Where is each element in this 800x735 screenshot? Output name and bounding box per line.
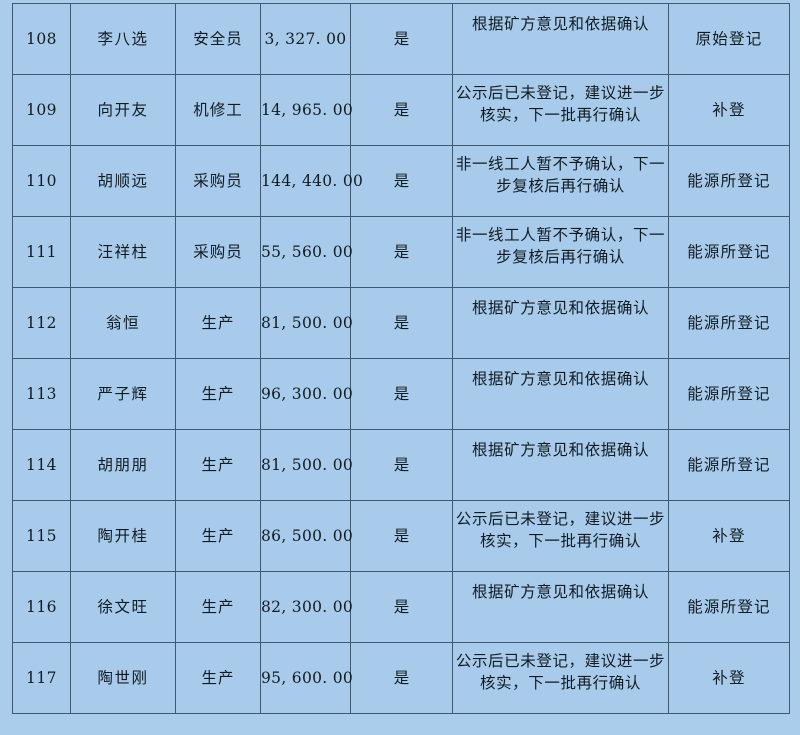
cell-confirmed-flag: 是 xyxy=(350,145,453,217)
cell-confirmed-flag: 是 xyxy=(350,642,453,714)
table-row: 113 严子辉 生产 96, 300. 00 是根据矿方意见和依据确认 能源所登记 xyxy=(12,358,790,430)
cell-amount: 95, 600. 00 xyxy=(260,642,353,714)
cell-person-name: 徐文旺 xyxy=(70,571,176,643)
cell-remark: 根据矿方意见和依据确认 xyxy=(452,287,669,359)
cell-registration-status: 能源所登记 xyxy=(668,216,790,288)
cell-remark: 根据矿方意见和依据确认 xyxy=(452,358,669,430)
cell-confirmed-flag: 是 xyxy=(350,216,453,288)
cell-registration-status: 能源所登记 xyxy=(668,571,790,643)
cell-confirmed-flag: 是 xyxy=(350,358,453,430)
cell-amount: 81, 500. 00 xyxy=(260,287,353,359)
cell-amount: 14, 965. 00 xyxy=(260,74,353,146)
cell-job-type: 生产 xyxy=(175,358,261,430)
cell-sequence-number: 108 xyxy=(12,3,71,75)
cell-job-type: 安全员 xyxy=(175,3,261,75)
cell-person-name: 陶世刚 xyxy=(70,642,176,714)
cell-remark: 非一线工人暂不予确认，下一步复核后再行确认 xyxy=(452,216,669,288)
cell-sequence-number: 117 xyxy=(12,642,71,714)
table-row: 110 胡顺远 采购员 144, 440. 00 是非一线工人暂不予确认，下一步复核后再… xyxy=(12,145,790,217)
cell-remark: 非一线工人暂不予确认，下一步复核后再行确认 xyxy=(452,145,669,217)
cell-registration-status: 能源所登记 xyxy=(668,145,790,217)
cell-amount: 55, 560. 00 xyxy=(260,216,353,288)
cell-registration-status: 原始登记 xyxy=(668,3,790,75)
table-row: 116 徐文旺 生产 82, 300. 00 是根据矿方意见和依据确认 能源所登记 xyxy=(12,571,790,643)
cell-person-name: 胡顺远 xyxy=(70,145,176,217)
cell-remark: 公示后已未登记，建议进一步核实，下一批再行确认 xyxy=(452,74,669,146)
cell-amount: 82, 300. 00 xyxy=(260,571,353,643)
cell-registration-status: 能源所登记 xyxy=(668,429,790,501)
cell-remark: 根据矿方意见和依据确认 xyxy=(452,429,669,501)
cell-sequence-number: 112 xyxy=(12,287,71,359)
cell-sequence-number: 110 xyxy=(12,145,71,217)
cell-job-type: 采购员 xyxy=(175,216,261,288)
cell-job-type: 生产 xyxy=(175,429,261,501)
cell-job-type: 生产 xyxy=(175,500,261,572)
cell-amount: 144, 440. 00 xyxy=(260,145,363,217)
cell-confirmed-flag: 是 xyxy=(350,74,453,146)
cell-sequence-number: 114 xyxy=(12,429,71,501)
cell-confirmed-flag: 是 xyxy=(350,571,453,643)
cell-person-name: 胡朋朋 xyxy=(70,429,176,501)
table-row: 114 胡朋朋 生产 81, 500. 00 是根据矿方意见和依据确认 能源所登记 xyxy=(12,429,790,501)
cell-person-name: 李八选 xyxy=(70,3,176,75)
cell-amount: 86, 500. 00 xyxy=(260,500,353,572)
cell-sequence-number: 109 xyxy=(12,74,71,146)
cell-registration-status: 能源所登记 xyxy=(668,358,790,430)
cell-remark: 根据矿方意见和依据确认 xyxy=(452,571,669,643)
cell-registration-status: 补登 xyxy=(668,642,790,714)
table-row: 111 汪祥柱 采购员 55, 560. 00 是非一线工人暂不予确认，下一步复核后再行… xyxy=(12,216,790,288)
cell-job-type: 生产 xyxy=(175,571,261,643)
cell-confirmed-flag: 是 xyxy=(350,287,453,359)
table-row: 112 翁恒 生产 81, 500. 00 是根据矿方意见和依据确认 能源所登记 xyxy=(12,287,790,359)
cell-registration-status: 能源所登记 xyxy=(668,287,790,359)
cell-job-type: 采购员 xyxy=(175,145,261,217)
cell-sequence-number: 116 xyxy=(12,571,71,643)
cell-registration-status: 补登 xyxy=(668,500,790,572)
table-body: 108 李八选 安全员 3, 327. 00 是根据矿方意见和依据确认 原始登记 109 向开… xyxy=(12,3,790,714)
cell-person-name: 向开友 xyxy=(70,74,176,146)
table-row: 117 陶世刚 生产 95, 600. 00 是公示后已未登记，建议进一步核实，下一批再… xyxy=(12,642,790,714)
table-row: 109 向开友 机修工 14, 965. 00 是公示后已未登记，建议进一步核实，下一批… xyxy=(12,74,790,146)
cell-amount: 81, 500. 00 xyxy=(260,429,353,501)
cell-sequence-number: 115 xyxy=(12,500,71,572)
cell-confirmed-flag: 是 xyxy=(350,3,453,75)
cell-amount: 3, 327. 00 xyxy=(260,3,351,75)
cell-remark: 根据矿方意见和依据确认 xyxy=(452,3,669,75)
cell-confirmed-flag: 是 xyxy=(350,429,453,501)
cell-amount: 96, 300. 00 xyxy=(260,358,353,430)
cell-registration-status: 补登 xyxy=(668,74,790,146)
cell-remark: 公示后已未登记，建议进一步核实，下一批再行确认 xyxy=(452,500,669,572)
cell-person-name: 陶开桂 xyxy=(70,500,176,572)
cell-sequence-number: 111 xyxy=(12,216,71,288)
cell-job-type: 生产 xyxy=(175,642,261,714)
cell-person-name: 翁恒 xyxy=(70,287,176,359)
cell-job-type: 生产 xyxy=(175,287,261,359)
cell-person-name: 汪祥柱 xyxy=(70,216,176,288)
cell-confirmed-flag: 是 xyxy=(350,500,453,572)
cell-person-name: 严子辉 xyxy=(70,358,176,430)
cell-remark: 公示后已未登记，建议进一步核实，下一批再行确认 xyxy=(452,642,669,714)
table-row: 108 李八选 安全员 3, 327. 00 是根据矿方意见和依据确认 原始登记 xyxy=(12,3,790,75)
cell-job-type: 机修工 xyxy=(175,74,261,146)
table-row: 115 陶开桂 生产 86, 500. 00 是公示后已未登记，建议进一步核实，下一批再… xyxy=(12,500,790,572)
registration-table: 108 李八选 安全员 3, 327. 00 是根据矿方意见和依据确认 原始登记 109 向开… xyxy=(12,3,790,714)
cell-sequence-number: 113 xyxy=(12,358,71,430)
